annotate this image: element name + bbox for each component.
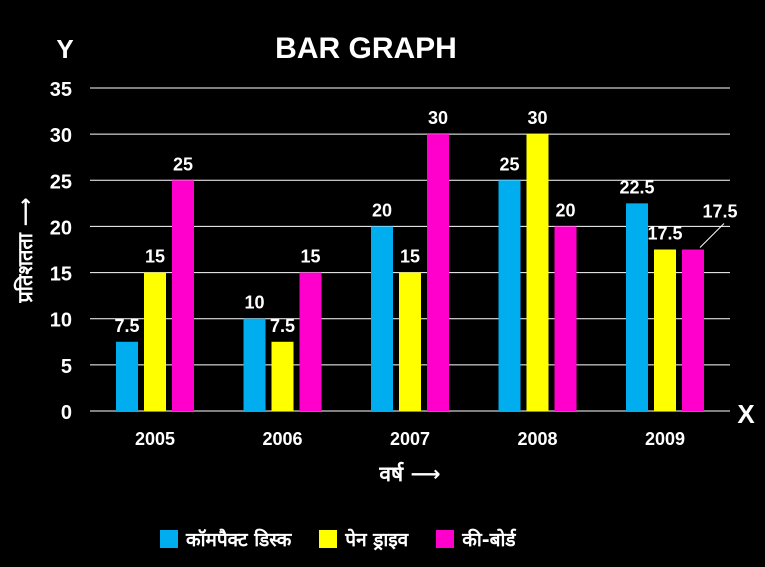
data-label: 7.5	[270, 316, 295, 336]
bar	[526, 134, 549, 411]
data-label: 25	[173, 154, 193, 174]
bar	[399, 272, 421, 411]
bar	[498, 180, 521, 411]
x-axis-letter: X	[737, 399, 755, 429]
x-tick-label: 2009	[645, 429, 685, 449]
x-axis-label: वर्ष ⟶	[378, 461, 440, 486]
y-tick-label: 0	[61, 402, 72, 424]
y-axis-label: प्रतिशतता ⟶	[13, 197, 37, 303]
bar	[626, 203, 648, 411]
bar	[654, 249, 676, 411]
data-label: 17.5	[702, 202, 737, 222]
x-tick-label: 2006	[262, 429, 302, 449]
x-tick-label: 2007	[390, 429, 430, 449]
x-tick-label: 2008	[517, 429, 557, 449]
legend-item: पेन ड्राइव	[319, 526, 408, 552]
bar	[271, 341, 294, 411]
bar	[144, 272, 166, 411]
legend-item: की-बोर्ड	[436, 526, 516, 552]
data-label: 15	[145, 247, 165, 267]
bar	[427, 134, 449, 411]
y-tick-label: 25	[50, 171, 72, 193]
legend-item: कॉमपैक्ट डिस्क	[160, 526, 291, 552]
bar	[116, 341, 138, 411]
y-tick-label: 30	[50, 125, 72, 147]
data-label: 20	[372, 200, 392, 220]
x-tick-label: 2005	[135, 429, 175, 449]
data-label: 10	[244, 293, 264, 313]
legend-swatch	[160, 530, 178, 548]
data-label: 30	[527, 108, 547, 128]
data-label: 30	[428, 108, 448, 128]
data-label: 25	[499, 154, 519, 174]
y-tick-labels: 0 5 10 15 20 25 30 35	[50, 79, 72, 424]
bar	[299, 272, 322, 411]
data-label: 22.5	[619, 177, 654, 197]
bars	[116, 134, 704, 411]
bar	[371, 226, 393, 411]
data-label: 20	[555, 200, 575, 220]
legend-label: की-बोर्ड	[462, 529, 516, 551]
x-tick-labels: 2005 2006 2007 2008 2009	[135, 429, 685, 449]
legend: कॉमपैक्ट डिस्क पेन ड्राइव की-बोर्ड	[160, 526, 544, 552]
data-label: 15	[300, 247, 320, 267]
y-tick-label: 20	[50, 217, 72, 239]
data-label: 17.5	[647, 224, 682, 244]
y-axis-letter: Y	[56, 34, 73, 64]
data-labels: 7.5 15 25 10 7.5 15 20 15 30 25 30 20 22.5 17.5 17.5	[114, 108, 737, 336]
data-label: 15	[400, 247, 420, 267]
bar	[554, 226, 577, 411]
legend-swatch	[436, 530, 455, 548]
chart-title: BAR GRAPH	[275, 32, 457, 65]
y-tick-label: 35	[50, 79, 72, 101]
data-label-leader	[699, 223, 725, 248]
y-tick-label: 15	[50, 264, 72, 286]
y-tick-label: 5	[61, 356, 72, 378]
legend-label: पेन ड्राइव	[345, 529, 409, 551]
bar	[682, 249, 704, 411]
legend-swatch	[319, 530, 338, 548]
y-tick-label: 10	[50, 310, 72, 332]
bar	[172, 180, 194, 411]
legend-label: कॉमपैक्ट डिस्क	[186, 529, 292, 551]
data-label: 7.5	[114, 316, 139, 336]
bar	[243, 318, 266, 411]
